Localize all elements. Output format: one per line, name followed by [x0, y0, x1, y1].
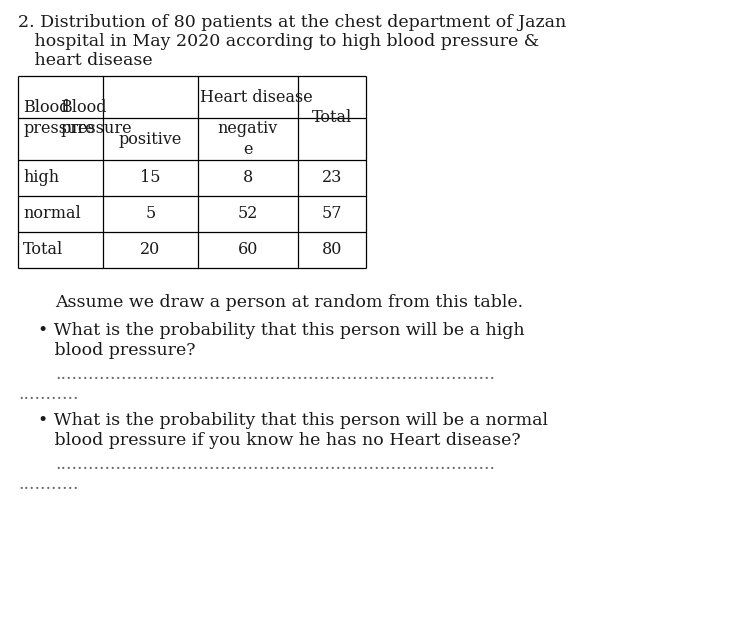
Text: high: high: [23, 169, 59, 186]
Text: positive: positive: [119, 131, 182, 148]
Text: heart disease: heart disease: [18, 52, 153, 69]
Text: 5: 5: [145, 205, 156, 223]
Text: hospital in May 2020 according to high blood pressure &: hospital in May 2020 according to high b…: [18, 33, 539, 50]
Text: 23: 23: [322, 169, 342, 186]
Text: 60: 60: [238, 242, 258, 259]
Text: ................................................................................: ........................................…: [55, 456, 495, 473]
Text: • What is the probability that this person will be a high: • What is the probability that this pers…: [38, 322, 525, 339]
Text: Blood
pressure: Blood pressure: [61, 99, 132, 137]
Text: normal: normal: [23, 205, 80, 223]
Text: Blood
pressure: Blood pressure: [23, 99, 94, 137]
Text: Assume we draw a person at random from this table.: Assume we draw a person at random from t…: [55, 294, 523, 311]
Text: 8: 8: [243, 169, 253, 186]
Text: ...........: ...........: [18, 476, 78, 493]
Text: Total: Total: [312, 110, 352, 127]
Text: • What is the probability that this person will be a normal: • What is the probability that this pers…: [38, 412, 548, 429]
Text: blood pressure?: blood pressure?: [38, 342, 196, 359]
Text: Heart disease: Heart disease: [201, 89, 313, 105]
Text: blood pressure if you know he has no Heart disease?: blood pressure if you know he has no Hea…: [38, 432, 520, 449]
Text: negativ
e: negativ e: [218, 120, 278, 158]
Text: Total: Total: [23, 242, 63, 259]
Text: ...........: ...........: [18, 386, 78, 403]
Text: 15: 15: [140, 169, 161, 186]
Text: 2. Distribution of 80 patients at the chest department of Jazan: 2. Distribution of 80 patients at the ch…: [18, 14, 566, 31]
Text: 20: 20: [140, 242, 161, 259]
Text: 57: 57: [322, 205, 342, 223]
Text: 52: 52: [238, 205, 258, 223]
Text: 80: 80: [322, 242, 342, 259]
Text: ................................................................................: ........................................…: [55, 366, 495, 383]
